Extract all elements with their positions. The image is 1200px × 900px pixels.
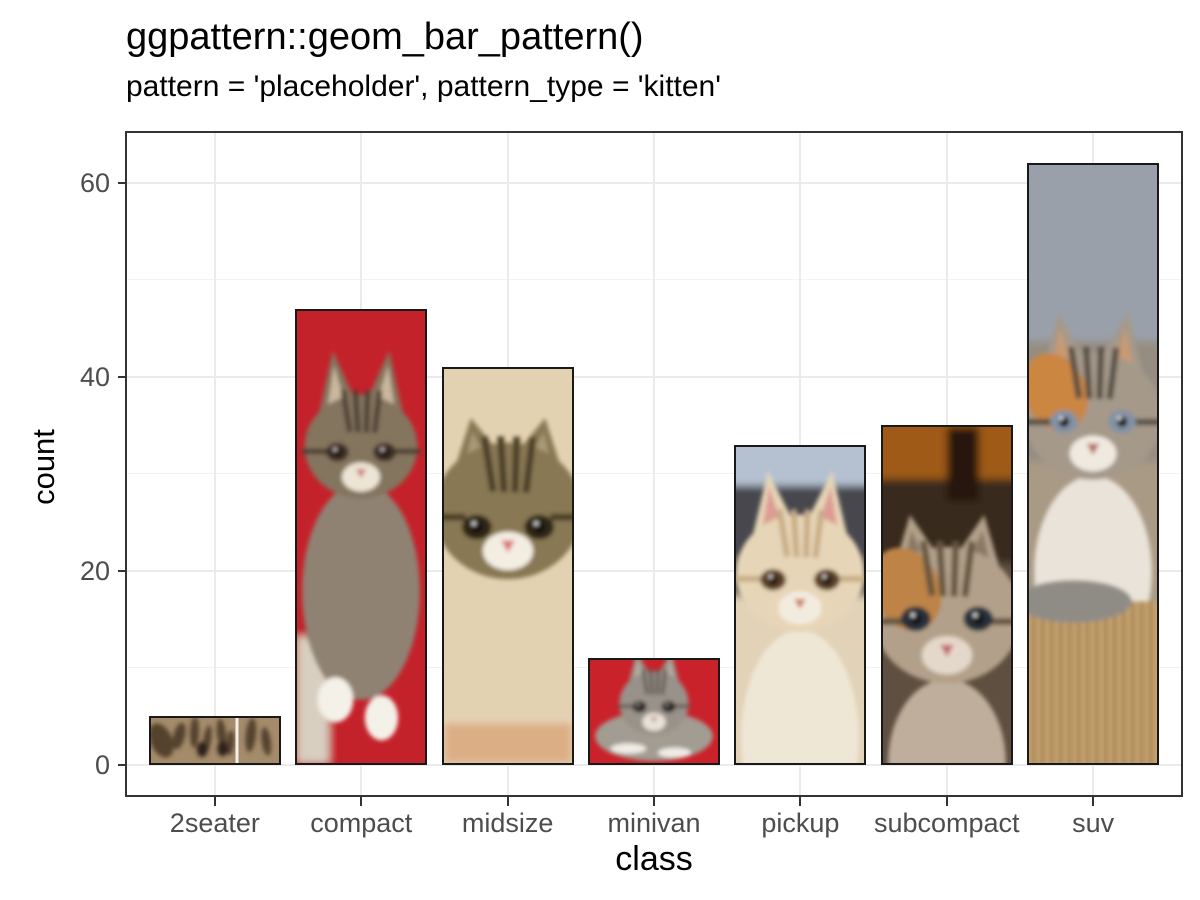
bar-compact <box>295 309 427 765</box>
bar-subcompact <box>881 425 1013 765</box>
kitten-image-midsize <box>444 369 572 763</box>
bar-minivan <box>588 658 720 765</box>
y-tick-mark <box>118 181 127 184</box>
y-tick-label: 40 <box>79 361 110 392</box>
x-tick-mark <box>506 797 509 806</box>
y-tick-label: 20 <box>79 555 110 586</box>
gridline-major-x <box>653 133 655 795</box>
x-tick-mark <box>360 797 363 806</box>
x-tick-label: subcompact <box>873 808 1020 838</box>
x-tick-mark <box>799 797 802 806</box>
kitten-image-compact <box>297 311 425 763</box>
plot-panel <box>125 131 1183 797</box>
x-tick-label: suv <box>1072 808 1115 838</box>
x-tick-mark <box>1092 797 1095 806</box>
y-axis-title: count <box>26 429 61 505</box>
kitten-image-suv <box>1029 165 1157 763</box>
y-tick-mark <box>118 569 127 572</box>
x-tick-label: 2seater <box>169 808 260 838</box>
x-tick-label: midsize <box>461 808 554 838</box>
y-tick-label: 0 <box>94 749 110 780</box>
x-tick-label: pickup <box>761 808 840 838</box>
chart-title: ggpattern::geom_bar_pattern() <box>126 16 644 58</box>
x-axis-title: class <box>615 840 693 878</box>
gridline-major-x <box>213 133 216 795</box>
chart-subtitle: pattern = 'placeholder', pattern_type = … <box>126 70 721 103</box>
x-tick-label: compact <box>310 808 413 838</box>
y-tick-mark <box>118 763 127 766</box>
y-tick-label: 60 <box>79 167 110 198</box>
x-tick-mark <box>945 797 948 806</box>
bar-suv <box>1027 163 1159 765</box>
y-tick-mark <box>118 375 127 378</box>
x-tick-mark <box>213 797 216 806</box>
kitten-image-pickup <box>736 447 864 763</box>
kitten-image-minivan <box>590 660 718 763</box>
x-tick-mark <box>653 797 655 806</box>
bar-midsize <box>442 367 574 765</box>
bar-2seater <box>149 716 281 765</box>
bar-pickup <box>734 445 866 765</box>
x-tick-label: minivan <box>607 808 701 838</box>
kitten-image-subcompact <box>883 427 1011 763</box>
kitten-image-2seater <box>151 718 279 763</box>
